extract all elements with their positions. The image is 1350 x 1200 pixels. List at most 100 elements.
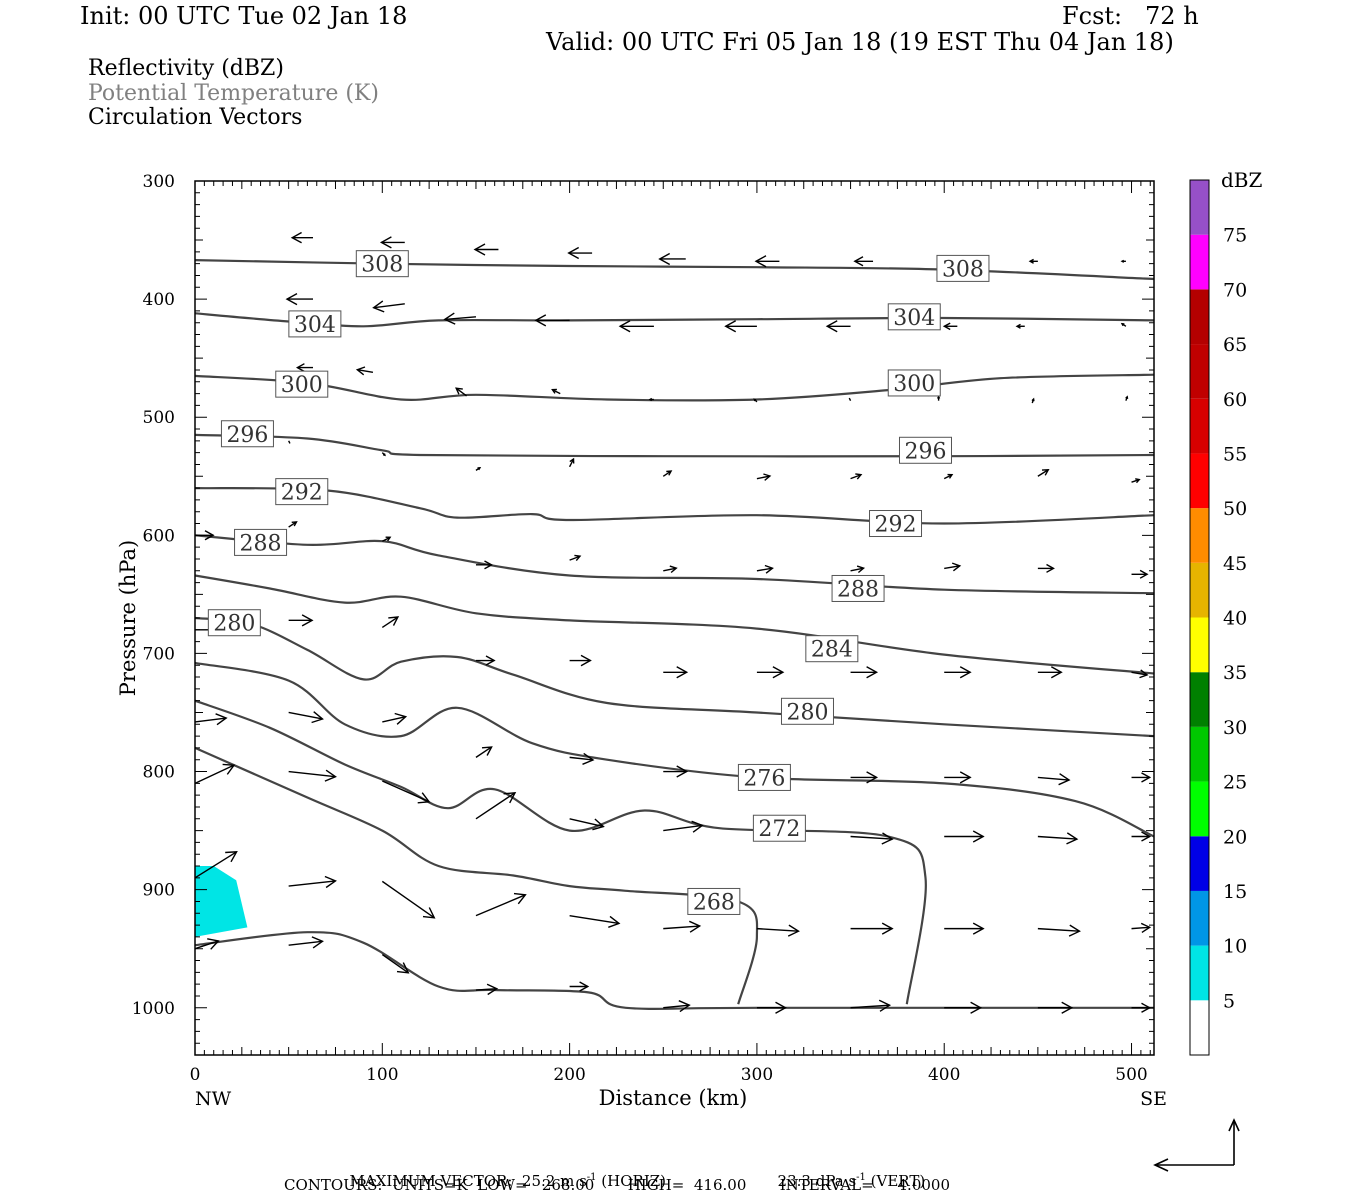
y-tick-label: 300	[143, 172, 175, 192]
circulation-vector	[475, 791, 517, 820]
colorbar-swatch-35	[1190, 617, 1209, 673]
isentrope-296	[194, 433, 1155, 458]
x-tick-label: 400	[928, 1065, 960, 1085]
circulation-vector	[1015, 323, 1025, 329]
circulation-vector	[569, 914, 621, 928]
contour-label-292: 292	[875, 513, 917, 538]
circulation-vector	[850, 771, 879, 784]
y-tick-label: 500	[143, 408, 175, 428]
circulation-vector	[290, 231, 314, 244]
max-vector-vert-label: (VERT)	[865, 1172, 926, 1190]
circulation-vector	[848, 397, 852, 401]
contour-label-280: 280	[213, 612, 255, 637]
y-axis-title: Pressure (hPa)	[116, 540, 140, 696]
circulation-vector	[850, 832, 894, 845]
circulation-vector	[1037, 773, 1071, 786]
colorbar-label-40: 40	[1223, 608, 1247, 630]
circulation-vector	[475, 746, 493, 758]
colorbar-swatch-15	[1190, 836, 1209, 891]
isentrope-268	[194, 746, 759, 1005]
contour-label-304: 304	[893, 306, 935, 331]
circulation-vector	[850, 922, 894, 935]
circulation-vector	[658, 252, 686, 266]
circulation-vector	[372, 300, 405, 313]
circulation-vector	[475, 892, 527, 917]
circulation-vector	[569, 981, 590, 992]
max-vector-text: MAXIMUM VECTOR: 25.2 m s-1 (HORIZ)	[340, 1158, 666, 1189]
circulation-vector	[663, 565, 678, 574]
circulation-vector	[194, 713, 228, 726]
circulation-vector	[756, 666, 785, 679]
x-tick-label: 100	[366, 1065, 398, 1085]
circulation-vector	[382, 780, 431, 804]
contour-label-308: 308	[942, 257, 984, 282]
max-vector-horiz-exponent: -1	[586, 1172, 597, 1183]
circulation-vector	[944, 830, 985, 843]
circulation-vector	[853, 256, 874, 267]
circulation-vector	[381, 880, 436, 919]
circulation-vector	[663, 820, 704, 833]
contour-label-box	[737, 763, 791, 791]
circulation-vector	[944, 922, 985, 935]
max-vector-horiz: MAXIMUM VECTOR: 25.2 m s	[349, 1172, 587, 1190]
isentrope-284	[194, 574, 1155, 675]
circulation-vector	[850, 999, 892, 1012]
isentrope-276	[194, 661, 1155, 838]
colorbar-title: dBZ	[1221, 168, 1263, 192]
circulation-vector	[288, 440, 291, 444]
contour-label-308: 308	[361, 253, 403, 278]
circulation-vector	[663, 666, 689, 679]
x-tick-label: 200	[553, 1065, 585, 1085]
contour-label-box	[898, 436, 952, 464]
y-tick-label: 700	[143, 644, 175, 664]
contour-label-268: 268	[693, 890, 735, 915]
colorbar-swatch-50	[1190, 453, 1209, 509]
circulation-vector	[475, 466, 482, 471]
circulation-vector	[551, 388, 561, 395]
circulation-vector	[475, 655, 496, 666]
contour-label-276: 276	[743, 766, 785, 791]
contour-label-box	[288, 310, 342, 338]
colorbar-label-65: 65	[1223, 334, 1247, 356]
circulation-vector	[569, 554, 582, 562]
contour-label-300: 300	[893, 372, 935, 397]
circulation-vector	[753, 398, 758, 403]
max-vector-vert-text: 23.3 dPa s-1 (VERT)	[768, 1158, 926, 1190]
x-axis-title: Distance (km)	[599, 1086, 748, 1110]
circulation-vector	[1131, 772, 1152, 783]
colorbar-swatch-5	[1190, 945, 1209, 1001]
axis-ticks	[194, 180, 1154, 1056]
circulation-vector	[1031, 397, 1035, 404]
colorbar-swatch-20	[1190, 781, 1209, 837]
circulation-vector	[663, 1000, 691, 1013]
circulation-vector	[194, 763, 236, 784]
circulation-vector	[648, 397, 654, 402]
y-tick-label: 900	[143, 881, 175, 901]
circulation-vector	[1131, 669, 1149, 679]
colorbar-label-55: 55	[1223, 443, 1247, 465]
circulation-vector	[944, 562, 962, 572]
circulation-vector	[443, 312, 477, 325]
contour-label-284: 284	[811, 638, 853, 663]
valid-time: Valid: 00 UTC Fri 05 Jan 18 (19 EST Thu …	[546, 28, 1174, 56]
isentrope-288	[194, 534, 1155, 595]
circulation-vector	[754, 255, 780, 268]
circulation-vector	[1120, 322, 1127, 327]
colorbar-swatch-45	[1190, 508, 1209, 563]
y-tick-label: 1000	[132, 999, 175, 1019]
circulation-vector	[194, 938, 220, 950]
colorbar-swatch-75	[1190, 180, 1209, 235]
isentrope-308	[194, 259, 1155, 281]
circulation-vector	[1125, 395, 1129, 401]
circulation-vector	[1037, 924, 1081, 937]
contour-label-288: 288	[240, 531, 282, 556]
se-label: SE	[1140, 1088, 1167, 1110]
init-time: Init: 00 UTC Tue 02 Jan 18	[80, 2, 408, 30]
circulation-vector	[1131, 831, 1152, 842]
colorbar-swatch-55	[1190, 398, 1209, 454]
contour-label-304: 304	[294, 313, 336, 338]
isentrope-264	[194, 931, 1154, 1011]
reflectivity-area	[195, 866, 248, 937]
colorbar-label-30: 30	[1223, 717, 1247, 739]
contour-label-296: 296	[904, 439, 946, 464]
